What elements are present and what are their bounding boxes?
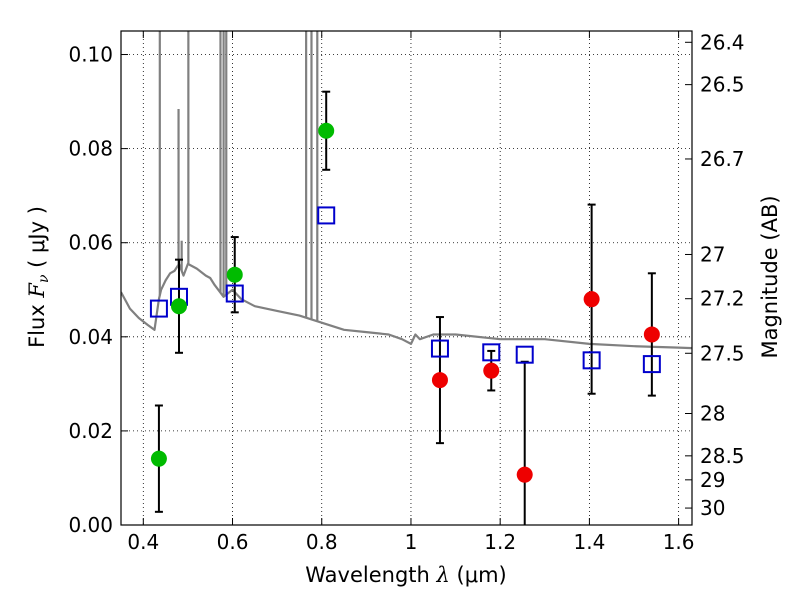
- model-photometry-square-6: [515, 345, 534, 364]
- y-tick-label-1: 0.02: [68, 419, 113, 443]
- y2-tick-label-0: 26.4: [700, 30, 745, 54]
- plot-frame: [120, 30, 693, 526]
- optical-photometry-point-0: [150, 450, 167, 467]
- y2-tick-label-3: 27: [700, 242, 725, 266]
- plot-area: [121, 31, 692, 525]
- y2-tick-label-6: 28: [700, 401, 725, 425]
- x-tick-label-0: 0.4: [127, 530, 159, 554]
- model-photometry-square-4: [430, 339, 449, 358]
- y2-tick-label-1: 26.5: [700, 73, 745, 97]
- model-photometry-square-0: [149, 299, 168, 318]
- model-photometry-square-7: [582, 351, 601, 370]
- label-layer: Wavelength λ (μm) Flux Fν ( μJy ) Magnit…: [25, 195, 782, 587]
- grid-layer: [121, 31, 692, 526]
- y2-axis-label: Magnitude (AB): [758, 195, 782, 358]
- spectrum-line: [121, 262, 692, 350]
- x-tick-label-4: 1.2: [484, 530, 516, 554]
- x-tick-label-2: 0.8: [306, 530, 338, 554]
- infrared-photometry-point-0: [431, 372, 448, 389]
- x-tick-label-6: 1.6: [663, 530, 695, 554]
- model-photometry-square-5: [482, 343, 501, 362]
- model-photometry-square-3: [317, 206, 336, 225]
- model-photometry-square-2: [225, 284, 244, 303]
- y-tick-label-5: 0.10: [68, 43, 113, 67]
- x-tick-label-3: 1: [405, 530, 418, 554]
- y2-tick-label-4: 27.2: [700, 287, 745, 311]
- y2-tick-label-5: 27.5: [700, 341, 745, 365]
- model-photometry-square-8: [642, 355, 661, 374]
- y2-tick-label-7: 28.5: [700, 444, 745, 468]
- optical-photometry-point-1: [170, 298, 187, 315]
- infrared-photometry-point-1: [483, 362, 500, 379]
- x-tick-label-1: 0.6: [217, 530, 249, 554]
- optical-photometry-point-3: [318, 122, 335, 139]
- y-tick-label-3: 0.06: [68, 231, 113, 255]
- x-tick-label-5: 1.4: [573, 530, 605, 554]
- infrared-photometry-point-2: [516, 466, 533, 483]
- y-tick-label-0: 0.00: [68, 513, 113, 537]
- y2-tick-label-2: 26.7: [700, 147, 745, 171]
- y-axis-label: Flux Fν ( μJy ): [25, 206, 52, 348]
- y-tick-label-2: 0.04: [68, 325, 113, 349]
- y2-tick-label-9: 30: [700, 496, 725, 520]
- infrared-photometry-point-3: [583, 291, 600, 308]
- optical-photometry-point-2: [226, 266, 243, 283]
- x-axis-label: Wavelength λ (μm): [305, 563, 506, 587]
- plot-layer: [121, 31, 692, 525]
- y-tick-label-4: 0.08: [68, 137, 113, 161]
- y2-tick-label-8: 29: [700, 468, 725, 492]
- infrared-photometry-point-4: [643, 326, 660, 343]
- axis-layer: 0.4 0.6 0.8 1 1.2 1.4 1.6 0.00 0.02 0.04 0.06 0.08 0…: [68, 30, 744, 554]
